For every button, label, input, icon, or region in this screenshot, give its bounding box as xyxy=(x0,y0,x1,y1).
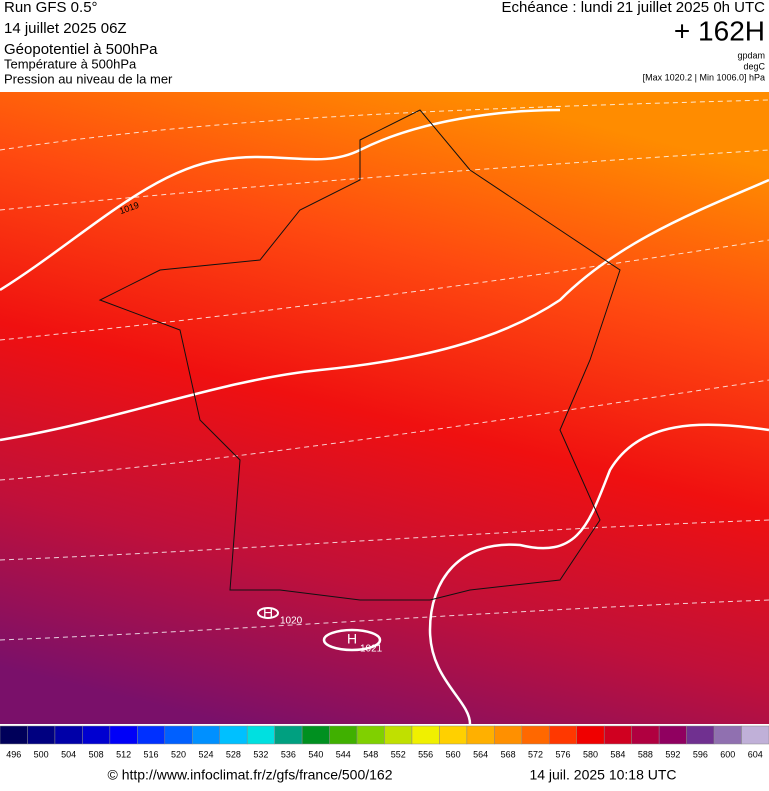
colorbar-label: 576 xyxy=(556,749,571,759)
pressure-center: H xyxy=(263,605,273,621)
colorbar-label: 504 xyxy=(61,749,76,759)
colorbar-label: 604 xyxy=(748,749,763,759)
model: Run GFS 0.5° xyxy=(4,0,98,16)
colorbar-label: 524 xyxy=(198,749,213,759)
colorbar-label: 560 xyxy=(446,749,461,759)
unit: gpdam xyxy=(737,50,765,60)
colorbar-cell xyxy=(603,725,632,745)
colorbar-label: 584 xyxy=(610,749,625,759)
colorbar-label: 548 xyxy=(363,749,378,759)
contour-label: 1020 xyxy=(280,616,303,627)
colorbar-label: 516 xyxy=(144,749,159,759)
colorbar-cell xyxy=(246,725,275,745)
colorbar-label: 508 xyxy=(89,749,104,759)
colorbar-cell xyxy=(164,725,193,745)
run: 14 juillet 2025 06Z xyxy=(4,20,127,37)
subtitle: Température à 500hPa xyxy=(4,56,137,71)
borders xyxy=(98,109,621,601)
map-background xyxy=(0,92,769,724)
colorbar: 496 500 504 508 512 516 520 524 528 532 536 540 544 5… xyxy=(0,725,769,759)
colorbar-label: 520 xyxy=(171,749,186,759)
colorbar-cell xyxy=(521,725,550,745)
range: [Max 1020.2 | Min 1006.0] hPa xyxy=(643,72,765,82)
colorbar-cell xyxy=(356,725,385,745)
colorbar-cell xyxy=(439,725,468,745)
colorbar-cell xyxy=(219,725,248,745)
colorbar-label: 588 xyxy=(638,749,653,759)
colorbar-cell xyxy=(494,725,523,745)
colorbar-label: 496 xyxy=(6,749,21,759)
colorbar-cell xyxy=(192,725,220,745)
colorbar-cell xyxy=(137,725,166,745)
colorbar-cell xyxy=(658,725,687,745)
colorbar-cell xyxy=(384,725,413,745)
colorbar-label: 536 xyxy=(281,749,296,759)
colorbar-label: 552 xyxy=(391,749,406,759)
colorbar-cell xyxy=(411,725,440,745)
title: Géopotentiel à 500hPa xyxy=(4,41,158,58)
colorbar-label: 532 xyxy=(253,749,268,759)
colorbar-cell xyxy=(0,725,28,745)
colorbar-label: 528 xyxy=(226,749,241,759)
colorbar-cell xyxy=(329,725,358,745)
colorbar-cell xyxy=(686,725,715,745)
colorbar-cell xyxy=(109,725,138,745)
colorbar-cell xyxy=(54,725,83,745)
colorbar-label: 544 xyxy=(336,749,351,759)
isobar xyxy=(322,628,382,652)
echeance: Echéance : lundi 21 juillet 2025 0h UTC xyxy=(502,0,766,16)
colorbar-cell xyxy=(631,725,660,745)
unit: degC xyxy=(743,61,765,71)
isobar xyxy=(0,178,769,442)
colorbar-label: 556 xyxy=(418,749,433,759)
pressure-center: H xyxy=(347,631,357,647)
isobar xyxy=(428,423,769,725)
colorbar-cell xyxy=(549,725,577,745)
footer-url: © http://www.infoclimat.fr/z/gfs/france/… xyxy=(108,767,393,783)
isobar xyxy=(0,108,561,292)
colorbar-label: 592 xyxy=(665,749,680,759)
colorbar-label: 564 xyxy=(473,749,488,759)
horizon: + 162H xyxy=(674,15,765,46)
colorbar-cell xyxy=(576,725,605,745)
subtitle: Pression au niveau de la mer xyxy=(4,71,173,86)
colorbar-label: 512 xyxy=(116,749,131,759)
footer-date: 14 juil. 2025 10:18 UTC xyxy=(529,767,676,783)
colorbar-cell xyxy=(27,725,56,745)
isotherms xyxy=(0,99,769,641)
colorbar-label: 540 xyxy=(308,749,323,759)
colorbar-cell xyxy=(301,725,330,745)
colorbar-cell xyxy=(466,725,495,745)
colorbar-cell xyxy=(713,725,742,745)
colorbar-label: 580 xyxy=(583,749,598,759)
colorbar-label: 568 xyxy=(501,749,516,759)
colorbar-label: 572 xyxy=(528,749,543,759)
colorbar-label: 500 xyxy=(34,749,49,759)
colorbar-label: 596 xyxy=(693,749,708,759)
colorbar-label: 600 xyxy=(720,749,735,759)
colorbar-cell xyxy=(274,725,303,745)
colorbar-cell xyxy=(741,725,769,745)
isobar xyxy=(257,607,279,619)
contour-label: 1021 xyxy=(360,644,383,655)
colorbar-cell xyxy=(82,725,111,745)
